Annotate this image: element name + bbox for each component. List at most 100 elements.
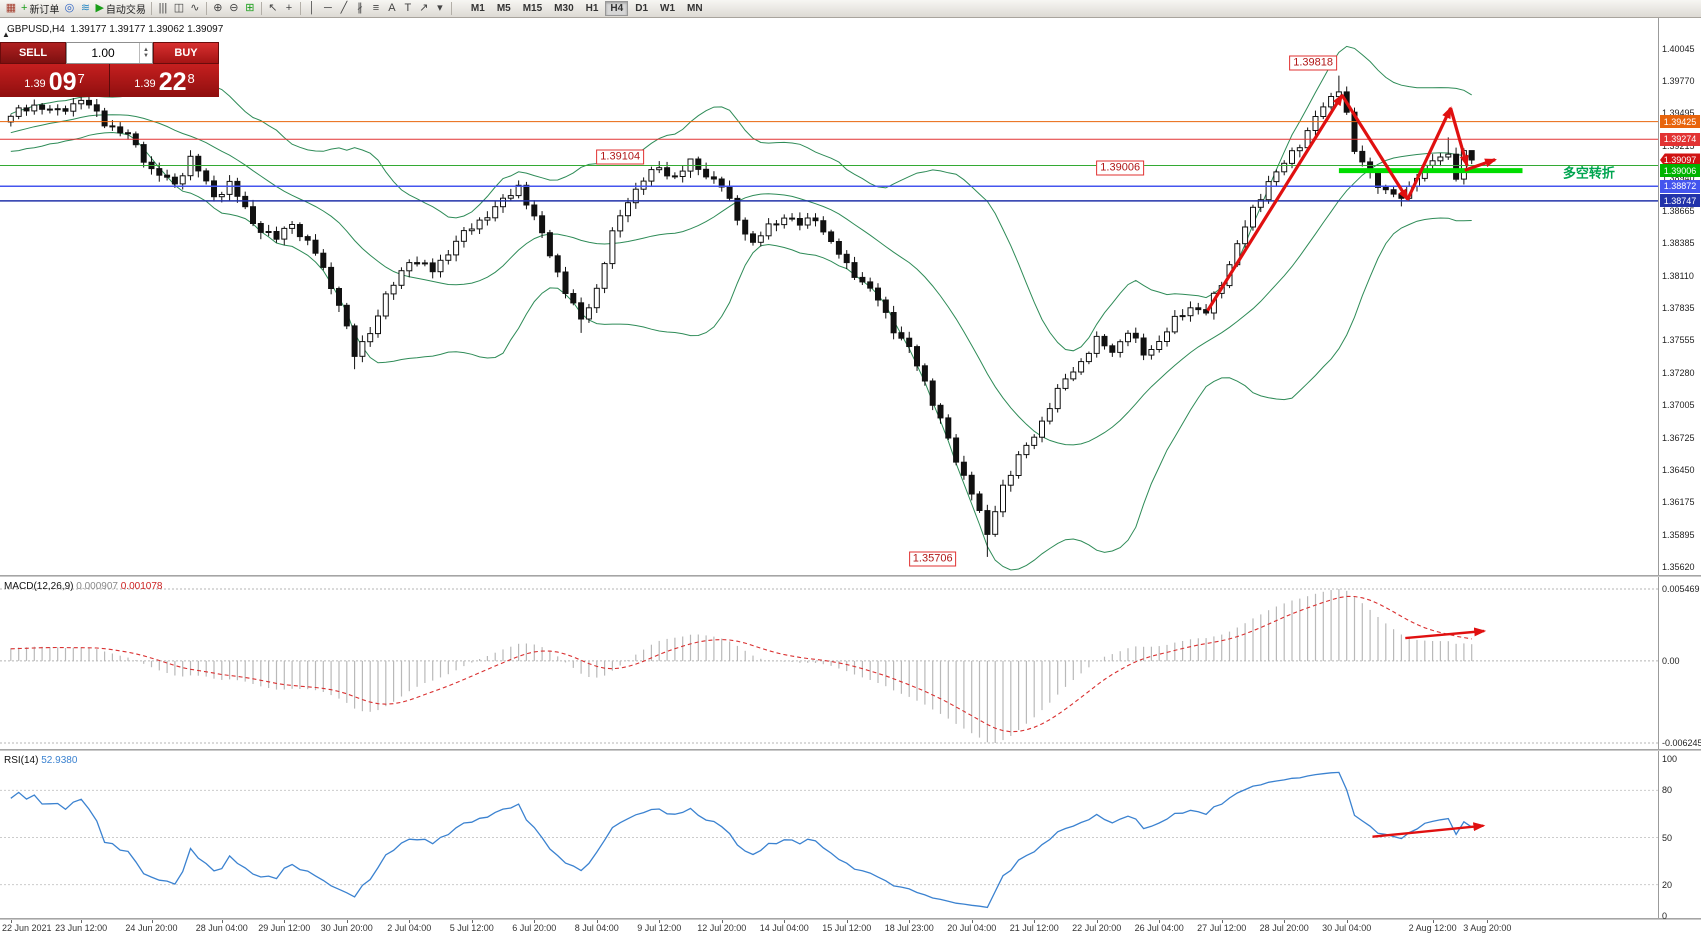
price-scale-tick[interactable]: 1.39495: [1662, 108, 1695, 119]
time-axis-label[interactable]: 9 Jul 12:00: [637, 923, 682, 933]
time-axis-label[interactable]: 27 Jul 12:00: [1197, 923, 1247, 933]
time-axis-label[interactable]: 28 Jun 04:00: [195, 923, 248, 933]
macd-name: MACD(12,26,9): [4, 581, 74, 592]
time-axis-label[interactable]: 28 Jul 20:00: [1259, 923, 1309, 933]
sell-price-display[interactable]: 1.39 09 7: [0, 64, 109, 97]
time-axis-label[interactable]: 2 Jul 04:00: [387, 923, 432, 933]
shapes-icon[interactable]: ↗: [416, 1, 432, 16]
price-annotation-1.39818[interactable]: 1.39818: [1289, 55, 1337, 71]
time-axis-label[interactable]: 14 Jul 04:00: [759, 923, 809, 933]
price-scale-tick[interactable]: 1.35895: [1662, 529, 1695, 540]
price-annotation-1.39104[interactable]: 1.39104: [596, 149, 645, 165]
autotrading-button[interactable]: ▶ 自动交易: [93, 1, 147, 17]
horizontal-line-icon[interactable]: ─: [320, 1, 336, 16]
timeframe-m30-button[interactable]: M30: [554, 3, 574, 14]
price-scale-tick[interactable]: 1.37005: [1662, 399, 1695, 410]
time-axis-label[interactable]: 15 Jul 12:00: [822, 923, 872, 933]
annotation-note[interactable]: 多空转折: [1562, 165, 1615, 181]
tile-windows-icon[interactable]: ⊞: [242, 1, 258, 16]
macd-panel-divider[interactable]: [0, 575, 1701, 577]
navigator-icon[interactable]: ◎: [61, 1, 77, 16]
cursor-icon[interactable]: ↖: [265, 1, 281, 16]
timeframe-mn-button[interactable]: MN: [687, 3, 703, 14]
time-axis-label[interactable]: 30 Jul 04:00: [1322, 923, 1372, 933]
time-axis-label[interactable]: 2 Aug 12:00: [1408, 923, 1457, 933]
price-scale-tick[interactable]: 1.40045: [1662, 44, 1695, 54]
time-axis-label[interactable]: 6 Jul 20:00: [512, 923, 557, 933]
crosshair-icon[interactable]: +: [281, 1, 297, 16]
rsi-scale-label[interactable]: 50: [1662, 832, 1673, 843]
price-scale-tick[interactable]: 1.37835: [1662, 302, 1695, 313]
time-axis-label[interactable]: 3 Aug 20:00: [1463, 923, 1512, 933]
rsi-scale-label[interactable]: 80: [1662, 785, 1673, 796]
price-scale-tick[interactable]: 1.38385: [1662, 238, 1695, 249]
buy-price-display[interactable]: 1.39 22 8: [110, 64, 219, 97]
price-scale-tick[interactable]: 1.36175: [1662, 497, 1695, 508]
volume-up-icon[interactable]: ▲: [143, 47, 149, 53]
price-annotation-1.39006[interactable]: 1.39006: [1096, 160, 1145, 176]
timeframe-h4-button[interactable]: H4: [605, 1, 629, 16]
time-axis-label[interactable]: 18 Jul 23:00: [884, 923, 934, 933]
time-axis-label[interactable]: 21 Jul 12:00: [1009, 923, 1059, 933]
time-axis-label[interactable]: 20 Jul 04:00: [947, 923, 997, 933]
price-scale-tick[interactable]: 1.37280: [1662, 367, 1695, 378]
price-annotation-1.35706[interactable]: 1.35706: [908, 551, 957, 567]
fibonacci-icon[interactable]: ≡: [368, 1, 384, 16]
text-icon[interactable]: A: [384, 1, 400, 16]
signals-icon[interactable]: ≋: [77, 1, 93, 16]
label-icon[interactable]: T: [400, 1, 416, 16]
line-chart-icon[interactable]: ∿: [187, 1, 203, 16]
shapes-dropdown-icon[interactable]: ▾: [432, 1, 448, 16]
rsi-scale-label[interactable]: 0: [1662, 911, 1668, 921]
time-axis-label[interactable]: 12 Jul 20:00: [697, 923, 747, 933]
price-scale-tick[interactable]: 1.36450: [1662, 464, 1695, 475]
zoom-in-icon[interactable]: ⊕: [210, 1, 226, 16]
time-axis-label[interactable]: 23 Jun 12:00: [55, 923, 108, 933]
bar-chart-icon[interactable]: |||: [155, 1, 171, 16]
time-axis-label[interactable]: 30 Jun 20:00: [320, 923, 373, 933]
time-axis-label[interactable]: 8 Jul 04:00: [574, 923, 619, 933]
channel-icon[interactable]: ∦: [352, 1, 368, 16]
price-scale-divider[interactable]: [1658, 18, 1659, 920]
chart-window-icon[interactable]: ▦: [3, 1, 19, 16]
price-scale-tick[interactable]: 1.35620: [1662, 561, 1695, 572]
price-scale-tick[interactable]: 1.39215: [1662, 141, 1695, 152]
price-tag-1.39425: 1.39425: [1660, 115, 1700, 129]
timeframe-m1-button[interactable]: M1: [470, 3, 485, 14]
timeframe-m5-button[interactable]: M5: [496, 3, 511, 14]
price-scale-tick[interactable]: 1.39770: [1662, 76, 1695, 87]
macd-scale-label[interactable]: -0.006245: [1662, 738, 1701, 748]
vertical-line-icon[interactable]: │: [304, 1, 320, 16]
candle-chart-icon[interactable]: ◫: [171, 1, 187, 16]
trade-panel-collapse-icon[interactable]: ▲: [2, 30, 10, 39]
zoom-out-icon[interactable]: ⊖: [226, 1, 242, 16]
timeframe-h1-button[interactable]: H1: [585, 3, 599, 14]
rsi-scale-label[interactable]: 100: [1662, 754, 1678, 764]
macd-scale-label[interactable]: 0.00: [1662, 655, 1680, 666]
price-scale-tick[interactable]: 1.38940: [1662, 173, 1695, 184]
volume-input[interactable]: 1.00: [91, 46, 115, 60]
time-axis-label[interactable]: 22 Jun 2021: [2, 923, 52, 933]
volume-down-icon[interactable]: ▼: [143, 53, 149, 59]
volume-stepper[interactable]: ▲ ▼: [139, 43, 152, 63]
sell-button[interactable]: SELL: [0, 42, 66, 64]
rsi-scale-label[interactable]: 20: [1662, 879, 1673, 890]
time-axis-label[interactable]: 26 Jul 04:00: [1134, 923, 1184, 933]
rsi-panel-divider[interactable]: [0, 749, 1701, 751]
buy-button[interactable]: BUY: [153, 42, 219, 64]
macd-scale-label[interactable]: 0.005469: [1662, 584, 1700, 594]
time-axis-label[interactable]: 29 Jun 12:00: [258, 923, 311, 933]
price-scale-tick[interactable]: 1.38665: [1662, 205, 1695, 216]
time-axis-label[interactable]: 24 Jun 20:00: [125, 923, 178, 933]
trendline-icon[interactable]: ╱: [336, 1, 352, 16]
timeframe-w1-button[interactable]: W1: [660, 3, 676, 14]
price-scale-tick[interactable]: 1.37555: [1662, 335, 1695, 346]
time-axis-label[interactable]: 5 Jul 12:00: [449, 923, 494, 933]
timeframe-m15-button[interactable]: M15: [522, 3, 543, 14]
new-order-button[interactable]: + 新订单: [19, 1, 61, 17]
price-scale-tick[interactable]: 1.36725: [1662, 432, 1695, 443]
timeframe-d1-button[interactable]: D1: [635, 3, 649, 14]
price-scale-tick[interactable]: 1.38110: [1662, 270, 1694, 281]
time-axis-label[interactable]: 22 Jul 20:00: [1072, 923, 1122, 933]
